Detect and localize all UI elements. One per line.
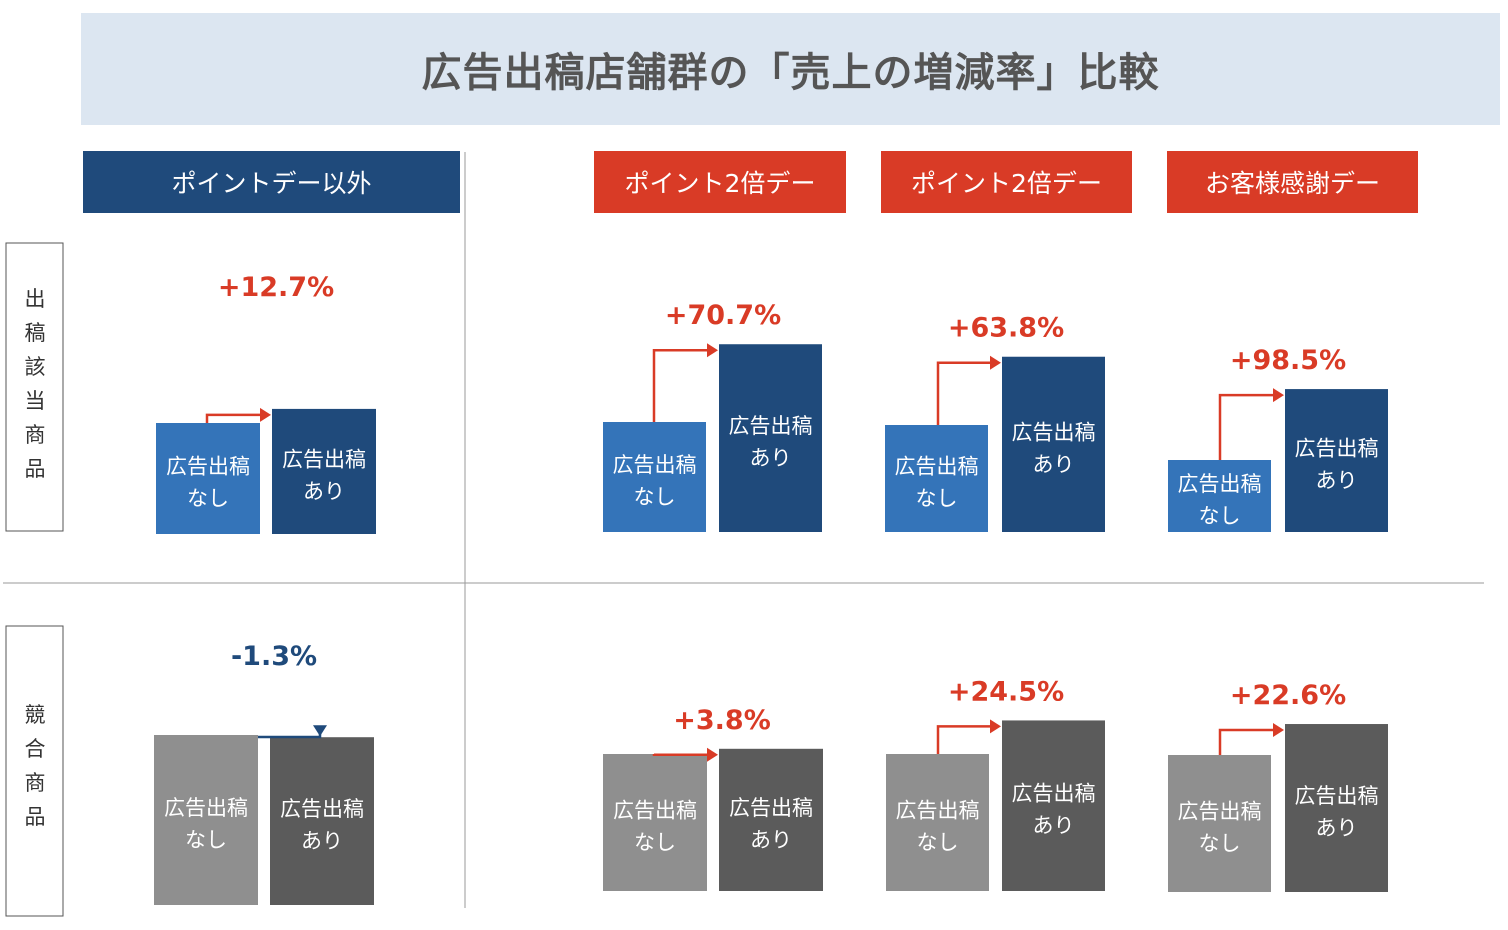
bar-with-ad (270, 737, 374, 905)
change-arrow-head (990, 719, 1001, 734)
bar-label-no-ad-line2: なし (917, 831, 959, 855)
change-arrow-line (652, 348, 709, 422)
bar-label-with-ad-line1: 広告出稿 (282, 447, 366, 471)
bar-label-no-ad-line1: 広告出稿 (1178, 472, 1262, 496)
change-arrow-head (707, 747, 718, 762)
bar-no-ad (603, 422, 706, 532)
bar-no-ad (156, 423, 260, 534)
change-arrow-head (1273, 723, 1284, 738)
bar-with-ad (1002, 720, 1105, 891)
row-label-box-1 (5, 242, 64, 532)
bar-label-with-ad-line1: 広告出稿 (729, 414, 813, 438)
change-percentage: +12.7% (218, 272, 334, 303)
bar-no-ad (885, 425, 988, 532)
bar-label-no-ad-line1: 広告出稿 (613, 799, 697, 823)
column-header-2 (594, 151, 846, 213)
bar-with-ad (719, 748, 823, 891)
bar-label-no-ad-line1: 広告出稿 (896, 799, 980, 823)
change-arrow-head (990, 355, 1001, 370)
bar-label-no-ad-line2: なし (1199, 504, 1241, 528)
change-arrow-line (1218, 728, 1275, 755)
bar-label-no-ad-line2: なし (185, 828, 227, 852)
change-arrow-line (1218, 393, 1275, 460)
change-percentage: -1.3% (231, 641, 317, 672)
row-label-char: 稿 (25, 321, 46, 345)
bar-with-ad (1002, 356, 1105, 532)
column-header-label: ポイント2倍デー (625, 169, 816, 198)
change-arrow-head (1273, 388, 1284, 403)
bar-label-no-ad-line2: なし (916, 487, 958, 511)
bar-label-no-ad-line1: 広告出稿 (1178, 800, 1262, 824)
bar-label-with-ad-line1: 広告出稿 (1295, 784, 1379, 808)
bar-label-no-ad-line1: 広告出稿 (613, 453, 697, 477)
row-label-char: 合 (25, 737, 46, 761)
change-percentage: +22.6% (1230, 680, 1346, 711)
bar-with-ad (272, 408, 376, 534)
column-header-1 (83, 151, 460, 213)
bar-label-no-ad-line1: 広告出稿 (164, 796, 248, 820)
bar-label-with-ad-line1: 広告出稿 (1012, 420, 1096, 444)
bar-label-no-ad-line1: 広告出稿 (166, 455, 250, 479)
bar-label-with-ad-line2: あり (1316, 816, 1358, 840)
bar-label-with-ad-line2: あり (1316, 469, 1358, 493)
row-label-char: 出 (25, 287, 46, 311)
column-header-3 (881, 151, 1132, 213)
bar-no-ad (603, 754, 707, 891)
change-percentage: +98.5% (1230, 345, 1346, 376)
change-arrow-line (652, 753, 709, 757)
row-label-box-2 (5, 625, 64, 917)
bar-no-ad (154, 735, 258, 905)
row-label-char: 当 (25, 389, 46, 413)
bar-label-with-ad-line2: あり (750, 828, 792, 852)
bar-with-ad (719, 344, 822, 532)
change-arrow-line (936, 725, 992, 754)
bar-label-with-ad-line2: あり (301, 829, 343, 853)
chart-title: 広告出稿店舗群の「売上の増減率」比較 (421, 50, 1160, 96)
row-label-char: 該 (25, 355, 46, 379)
change-percentage: +63.8% (948, 313, 1064, 344)
change-arrow-line (205, 413, 262, 423)
column-header-label: ポイントデー以外 (171, 169, 371, 198)
change-percentage: +3.8% (673, 705, 771, 736)
change-percentage: +24.5% (948, 676, 1064, 707)
bar-label-with-ad-line1: 広告出稿 (1295, 437, 1379, 461)
row-label-char: 競 (25, 703, 46, 727)
column-header-label: ポイント2倍デー (911, 169, 1102, 198)
bar-label-with-ad-line2: あり (1033, 814, 1075, 838)
change-arrow-head (260, 407, 271, 422)
bar-label-no-ad-line1: 広告出稿 (895, 455, 979, 479)
bar-with-ad (1285, 389, 1388, 532)
column-header-label: お客様感謝デー (1205, 169, 1380, 198)
bar-no-ad (1168, 460, 1271, 532)
bar-label-no-ad-line2: なし (187, 487, 229, 511)
change-arrow-head (313, 725, 327, 737)
title-banner: 広告出稿店舗群の「売上の増減率」比較 (81, 13, 1500, 125)
change-arrow-line (936, 361, 992, 425)
row-label-char: 品 (25, 805, 46, 829)
change-percentage: +70.7% (665, 300, 781, 331)
bar-label-with-ad-line1: 広告出稿 (280, 797, 364, 821)
bar-label-with-ad-line2: あり (1033, 452, 1075, 476)
bar-no-ad (886, 754, 989, 891)
bar-label-no-ad-line2: なし (1199, 832, 1241, 856)
column-header-4 (1167, 151, 1418, 213)
bar-label-with-ad-line2: あり (303, 479, 345, 503)
bar-label-with-ad-line1: 広告出稿 (1012, 782, 1096, 806)
row-label-char: 商 (25, 771, 46, 795)
bar-no-ad (1168, 755, 1271, 892)
bar-label-no-ad-line2: なし (634, 485, 676, 509)
row-label-char: 品 (25, 457, 46, 481)
bar-label-no-ad-line2: なし (634, 831, 676, 855)
bar-with-ad (1285, 724, 1388, 892)
bar-label-with-ad-line1: 広告出稿 (729, 796, 813, 820)
change-arrow-head (707, 343, 718, 358)
row-label-char: 商 (25, 423, 46, 447)
change-arrow-line (258, 727, 322, 739)
bar-label-with-ad-line2: あり (750, 446, 792, 470)
